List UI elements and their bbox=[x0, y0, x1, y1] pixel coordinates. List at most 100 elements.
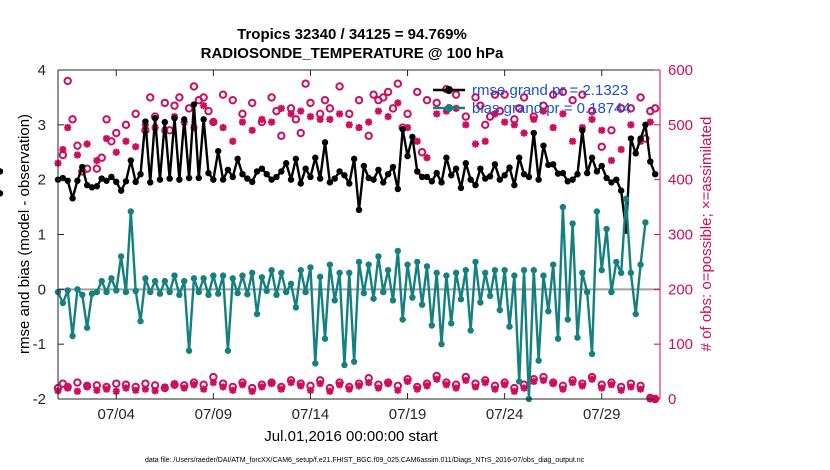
rmse-point bbox=[433, 169, 440, 177]
bias-point bbox=[467, 327, 474, 334]
assimilated_low-marker bbox=[403, 377, 412, 386]
assimilated_low-marker bbox=[190, 381, 198, 389]
bias-point bbox=[278, 269, 285, 277]
possible_low-marker bbox=[73, 378, 82, 387]
rmse-point bbox=[282, 160, 290, 167]
assimilated_low-marker bbox=[161, 383, 169, 391]
bias-point bbox=[632, 310, 639, 318]
rmse-point bbox=[394, 185, 402, 193]
rmse-point bbox=[69, 195, 76, 202]
bias-point bbox=[564, 316, 571, 323]
rmse-point bbox=[559, 169, 567, 177]
bias-point bbox=[273, 291, 280, 299]
bias-point bbox=[239, 272, 246, 279]
bias-point bbox=[346, 269, 353, 277]
assimilated-marker bbox=[64, 123, 72, 132]
bias-point bbox=[554, 335, 562, 342]
possible-marker bbox=[388, 104, 398, 113]
bias-point bbox=[389, 297, 397, 304]
rmse-point bbox=[108, 173, 115, 181]
rmse-point bbox=[549, 161, 557, 168]
possible-marker bbox=[160, 98, 170, 108]
assimilated-marker bbox=[355, 123, 363, 132]
bias-point bbox=[156, 290, 164, 297]
rmse-point bbox=[234, 155, 241, 163]
bias-point bbox=[263, 287, 270, 295]
assimilated_low-marker bbox=[170, 380, 179, 388]
bias-point bbox=[316, 273, 324, 280]
bias-point bbox=[637, 261, 644, 268]
bias-point bbox=[195, 288, 202, 296]
possible-marker bbox=[218, 90, 228, 99]
rmse-point bbox=[147, 179, 154, 186]
assimilated_low-marker bbox=[238, 381, 247, 389]
y-left-tick-label: 1 bbox=[38, 227, 46, 244]
rmse-point bbox=[428, 178, 436, 185]
rmse-point bbox=[312, 154, 319, 161]
rmse-point bbox=[389, 163, 397, 171]
assimilated_low-marker bbox=[365, 378, 373, 387]
assimilated_low-marker bbox=[335, 381, 344, 389]
bias-point bbox=[520, 266, 528, 274]
bias-point bbox=[171, 272, 178, 279]
assimilated-marker bbox=[335, 110, 344, 118]
rmse-point bbox=[608, 179, 615, 186]
assimilated-marker bbox=[258, 115, 266, 123]
assimilated_low-marker bbox=[413, 385, 421, 393]
bias-point bbox=[69, 332, 76, 340]
assimilated-marker bbox=[569, 137, 577, 145]
rmse-point bbox=[171, 115, 178, 122]
possible-marker bbox=[432, 98, 441, 108]
assimilated_low-marker bbox=[229, 386, 237, 394]
rmse-point bbox=[593, 168, 601, 175]
bias-point bbox=[574, 334, 581, 341]
bias-point bbox=[74, 286, 81, 293]
possible-marker bbox=[301, 79, 310, 88]
assimilated-marker bbox=[423, 154, 431, 162]
assimilated-marker bbox=[102, 134, 111, 143]
assimilated-marker bbox=[326, 115, 334, 123]
bias-point bbox=[312, 360, 319, 367]
assimilated-marker bbox=[607, 156, 616, 165]
rmse-point bbox=[190, 101, 198, 108]
assimilated_low-marker bbox=[122, 384, 130, 392]
rmse-point bbox=[545, 161, 552, 169]
bias-point bbox=[423, 263, 431, 270]
assimilated-marker bbox=[462, 121, 470, 129]
assimilated-marker bbox=[598, 126, 606, 134]
assimilated_low-marker bbox=[345, 385, 353, 393]
assimilated_low-marker bbox=[287, 378, 295, 387]
rmse-point bbox=[375, 166, 382, 173]
assimilated_low-marker bbox=[258, 383, 266, 391]
rmse-point bbox=[316, 175, 324, 182]
possible-marker bbox=[413, 87, 422, 97]
possible-marker bbox=[102, 115, 111, 124]
bias-point bbox=[588, 350, 596, 358]
bias-point bbox=[200, 275, 207, 282]
assimilated-marker bbox=[83, 140, 91, 148]
bias-point bbox=[210, 272, 217, 279]
rmse-point bbox=[215, 147, 222, 155]
rmse-point bbox=[579, 127, 586, 134]
assimilated_low-marker bbox=[433, 375, 441, 383]
rmse-point bbox=[642, 121, 649, 129]
bias-point bbox=[642, 219, 649, 226]
bias-point bbox=[569, 220, 576, 227]
legend-rmse-marker bbox=[445, 86, 453, 94]
rmse-point bbox=[501, 172, 508, 179]
bias-point bbox=[530, 266, 537, 274]
rmse-point bbox=[74, 177, 81, 184]
possible-marker bbox=[379, 93, 388, 102]
assimilated_low-marker bbox=[569, 378, 577, 387]
assimilated-marker bbox=[617, 145, 625, 154]
assimilated-marker bbox=[530, 115, 538, 123]
rmse-point bbox=[132, 178, 139, 186]
bias-point bbox=[506, 323, 513, 330]
rmse-point bbox=[98, 175, 105, 182]
assimilated-marker bbox=[501, 118, 509, 126]
assimilated-marker bbox=[471, 140, 480, 148]
bias-point bbox=[627, 269, 635, 277]
assimilated-marker bbox=[248, 126, 256, 134]
rmse-point bbox=[258, 165, 266, 172]
bias-point bbox=[472, 258, 479, 266]
